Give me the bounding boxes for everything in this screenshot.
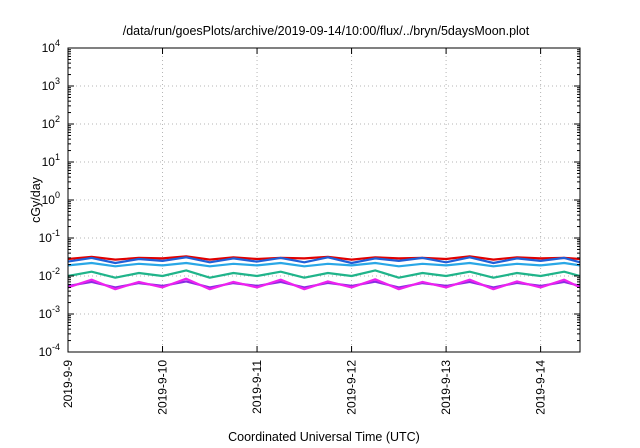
y-tick-exponent: 4 — [55, 38, 60, 48]
y-tick-exponent: -4 — [52, 342, 60, 352]
y-tick-label: 101 — [42, 152, 60, 169]
y-tick-exponent: 2 — [55, 114, 60, 124]
series-line-2 — [67, 256, 581, 265]
y-tick-label: 100 — [42, 190, 60, 207]
x-tick-label: 2019-9-10 — [156, 360, 170, 415]
y-tick-exponent: 3 — [55, 76, 60, 86]
x-axis: 2019-9-9 2019-9-10 2019-9-11 2019-9-12 2019-… — [61, 48, 548, 415]
series-line-4 — [67, 269, 581, 279]
grid — [68, 48, 580, 352]
x-tick-label: 2019-9-13 — [439, 360, 453, 415]
y-tick-exponent: -2 — [52, 266, 60, 276]
chart-title: /data/run/goesPlots/archive/2019-09-14/1… — [123, 24, 530, 38]
y-tick-label: 104 — [42, 38, 60, 55]
x-tick-label: 2019-9-12 — [345, 360, 359, 415]
y-axis-label: cGy/day — [29, 176, 43, 223]
y-tick-label: 10-3 — [39, 304, 60, 321]
y-tick-label: 10-1 — [39, 228, 60, 245]
y-tick-label: 10-2 — [39, 266, 60, 283]
x-tick-label: 2019-9-11 — [250, 360, 264, 414]
series-line-3 — [67, 261, 581, 268]
series-group — [67, 255, 581, 291]
x-axis-label: Coordinated Universal Time (UTC) — [228, 430, 420, 444]
y-tick-exponent: 0 — [55, 190, 60, 200]
y-tick-exponent: -1 — [52, 228, 60, 238]
x-tick-label: 2019-9-14 — [534, 360, 548, 415]
x-tick-label: 2019-9-9 — [61, 360, 75, 408]
y-tick-label: 102 — [42, 114, 60, 131]
y-tick-exponent: 1 — [55, 152, 60, 162]
y-tick-label: 103 — [42, 76, 60, 93]
y-tick-label: 10-4 — [39, 342, 60, 359]
y-tick-exponent: -3 — [52, 304, 60, 314]
series-line-6 — [67, 277, 581, 291]
